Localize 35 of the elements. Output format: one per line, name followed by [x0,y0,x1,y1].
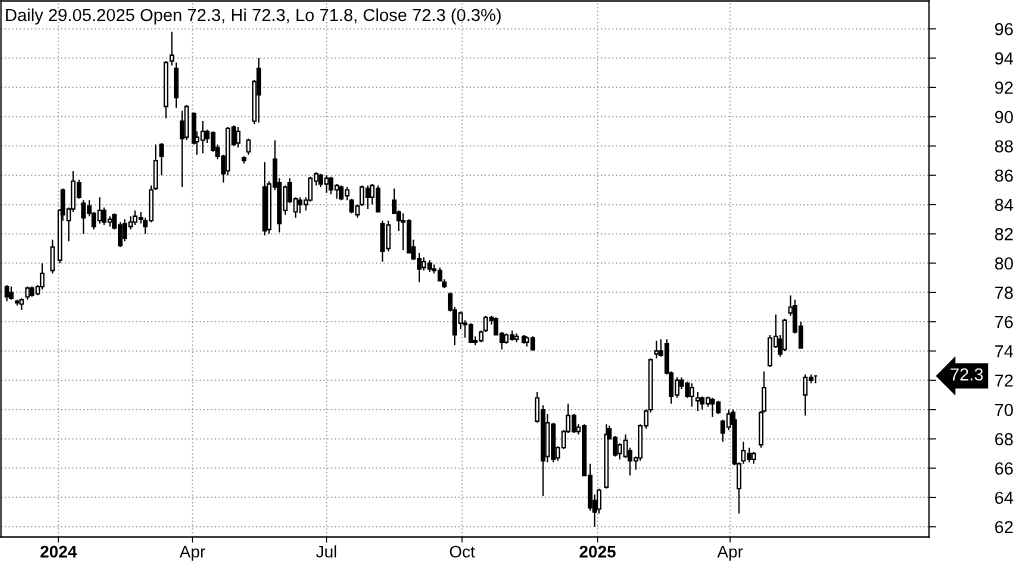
candlestick [169,31,175,67]
x-tick-label: Apr [717,545,743,561]
x-tick-label: Oct [449,545,475,558]
candlestick [400,212,406,251]
x-tick-label: Jul [316,545,337,558]
candlestick [159,142,164,176]
y-tick-label: 82 [995,228,1013,241]
y-tick-label: 66 [995,462,1013,475]
candlestick [798,321,804,349]
y-tick-label: 72 [995,374,1013,387]
y-tick-label: 62 [995,520,1013,534]
y-tick-label: 64 [995,491,1014,504]
y-tick-label: 74 [995,345,1014,358]
y-tick-label: 78 [995,286,1013,299]
y-tick-label: 96 [995,22,1013,36]
y-tick-label: 86 [995,169,1013,182]
candlestick [297,196,303,215]
candlestick [39,262,45,291]
x-tick-label: 2024 [40,545,77,558]
y-tick-label: 84 [995,198,1014,212]
candlestick [596,487,602,515]
chart-title: Daily 29.05.2025 Open 72.3, Hi 72.3, Lo 71.8, Close 72.3 (0.3%) [6,8,501,25]
y-tick-label: 90 [995,110,1013,124]
x-tick-label: Apr [179,545,206,561]
y-tick-label: 94 [995,52,1014,65]
y-tick-label: 80 [995,257,1013,270]
y-tick-label: 76 [995,315,1013,329]
text: 72.3 [950,368,983,381]
y-tick-label: 68 [995,433,1013,446]
x-tick-label: 2025 [579,545,616,558]
y-tick-label: 92 [995,81,1013,94]
y-tick-label: 70 [995,403,1013,417]
y-tick-label: 88 [995,140,1013,153]
candlestick [50,239,55,275]
candlestick [138,211,144,225]
